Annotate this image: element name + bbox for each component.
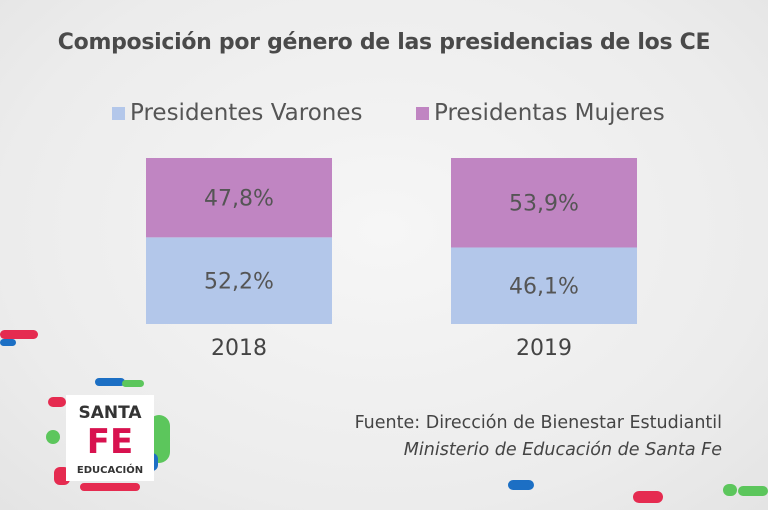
legend-item-mujeres: Presidentas Mujeres <box>416 100 665 126</box>
category-label-2019: 2019 <box>516 336 572 361</box>
bar-2018-series-1 <box>146 158 332 238</box>
data-label-2019-series-1: 53,9% <box>509 192 579 217</box>
deco-dash-red-left <box>0 330 38 339</box>
bar-2018-series-0 <box>146 237 332 324</box>
bar-2019-series-1 <box>451 158 637 248</box>
source-line-2: Ministerio de Educación de Santa Fe <box>403 440 722 460</box>
chart-title: Composición por género de las presidenci… <box>57 30 711 55</box>
logo-text-santa: SANTA <box>78 403 142 423</box>
deco-dash-green-bottom <box>723 484 737 496</box>
deco-dash-blue-left <box>0 339 16 346</box>
data-label-2018-series-1: 47,8% <box>204 187 274 212</box>
deco-dash-red-bottom <box>633 491 663 503</box>
santa-fe-educacion-logo: SANTA FE EDUCACIÓN <box>46 378 170 491</box>
source-line-1: Fuente: Dirección de Bienestar Estudiant… <box>354 413 722 433</box>
deco-dash-blue-bottom <box>508 480 534 490</box>
legend-label-mujeres: Presidentas Mujeres <box>434 100 665 126</box>
legend-item-varones: Presidentes Varones <box>112 100 363 126</box>
bar-2019-series-0 <box>451 247 637 324</box>
data-label-2018-series-0: 52,2% <box>204 270 274 295</box>
legend-label-varones: Presidentes Varones <box>130 100 363 126</box>
logo-text-educacion: EDUCACIÓN <box>77 463 143 476</box>
data-label-2019-series-0: 46,1% <box>509 275 579 300</box>
category-label-2018: 2018 <box>211 336 267 361</box>
logo-text-fe: FE <box>87 422 133 462</box>
deco-dash-green-bottom-2 <box>738 486 768 496</box>
legend-swatch-mujeres <box>416 106 429 120</box>
legend-swatch-varones <box>112 106 125 120</box>
